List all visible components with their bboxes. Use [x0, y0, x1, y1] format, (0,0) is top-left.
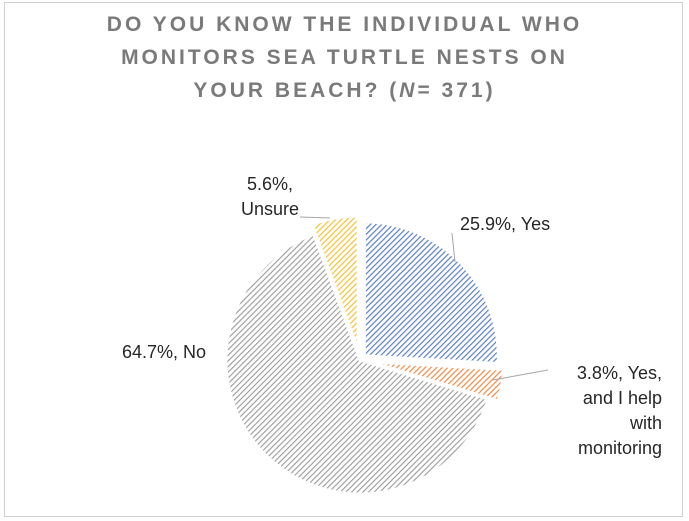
data-label-no: 64.7%, No [122, 342, 206, 362]
data-label-line: with [629, 413, 662, 433]
chart-title: DO YOU KNOW THE INDIVIDUAL WHO MONITORS … [0, 8, 689, 107]
data-label-line: and I help [583, 388, 662, 408]
pie-slice-yes [362, 220, 500, 366]
chart-title-line-2: MONITORS SEA TURTLE NESTS ON [121, 46, 568, 69]
data-label-line: Unsure [241, 199, 299, 219]
pie-slice-yes-help [369, 360, 506, 403]
data-label-line: monitoring [578, 438, 662, 458]
chart-title-line-3: YOUR BEACH? (N= 371) [0, 74, 689, 107]
data-label-yes-help: 3.8%, Yes, and I help with monitoring [577, 363, 662, 458]
data-label-line: 3.8%, Yes, [577, 363, 662, 383]
pie-slice-unsure [310, 214, 360, 351]
chart-title-n: N [399, 79, 418, 102]
data-label-line: 25.9%, Yes [460, 214, 550, 234]
chart-title-suffix: = 371) [417, 79, 496, 102]
data-label-line: 5.6%, [247, 174, 293, 194]
pie-slice-no [224, 232, 491, 496]
chart-title-prefix: YOUR BEACH? ( [193, 79, 400, 102]
data-label-line: 64.7%, No [122, 342, 206, 362]
chart-title-line-1: DO YOU KNOW THE INDIVIDUAL WHO [106, 13, 583, 36]
leader-line-yes-help [492, 369, 549, 381]
data-label-unsure: 5.6%, Unsure [241, 174, 299, 219]
leader-line-yes [451, 232, 456, 263]
leader-line-unsure [299, 216, 331, 219]
data-label-yes: 25.9%, Yes [460, 214, 550, 234]
